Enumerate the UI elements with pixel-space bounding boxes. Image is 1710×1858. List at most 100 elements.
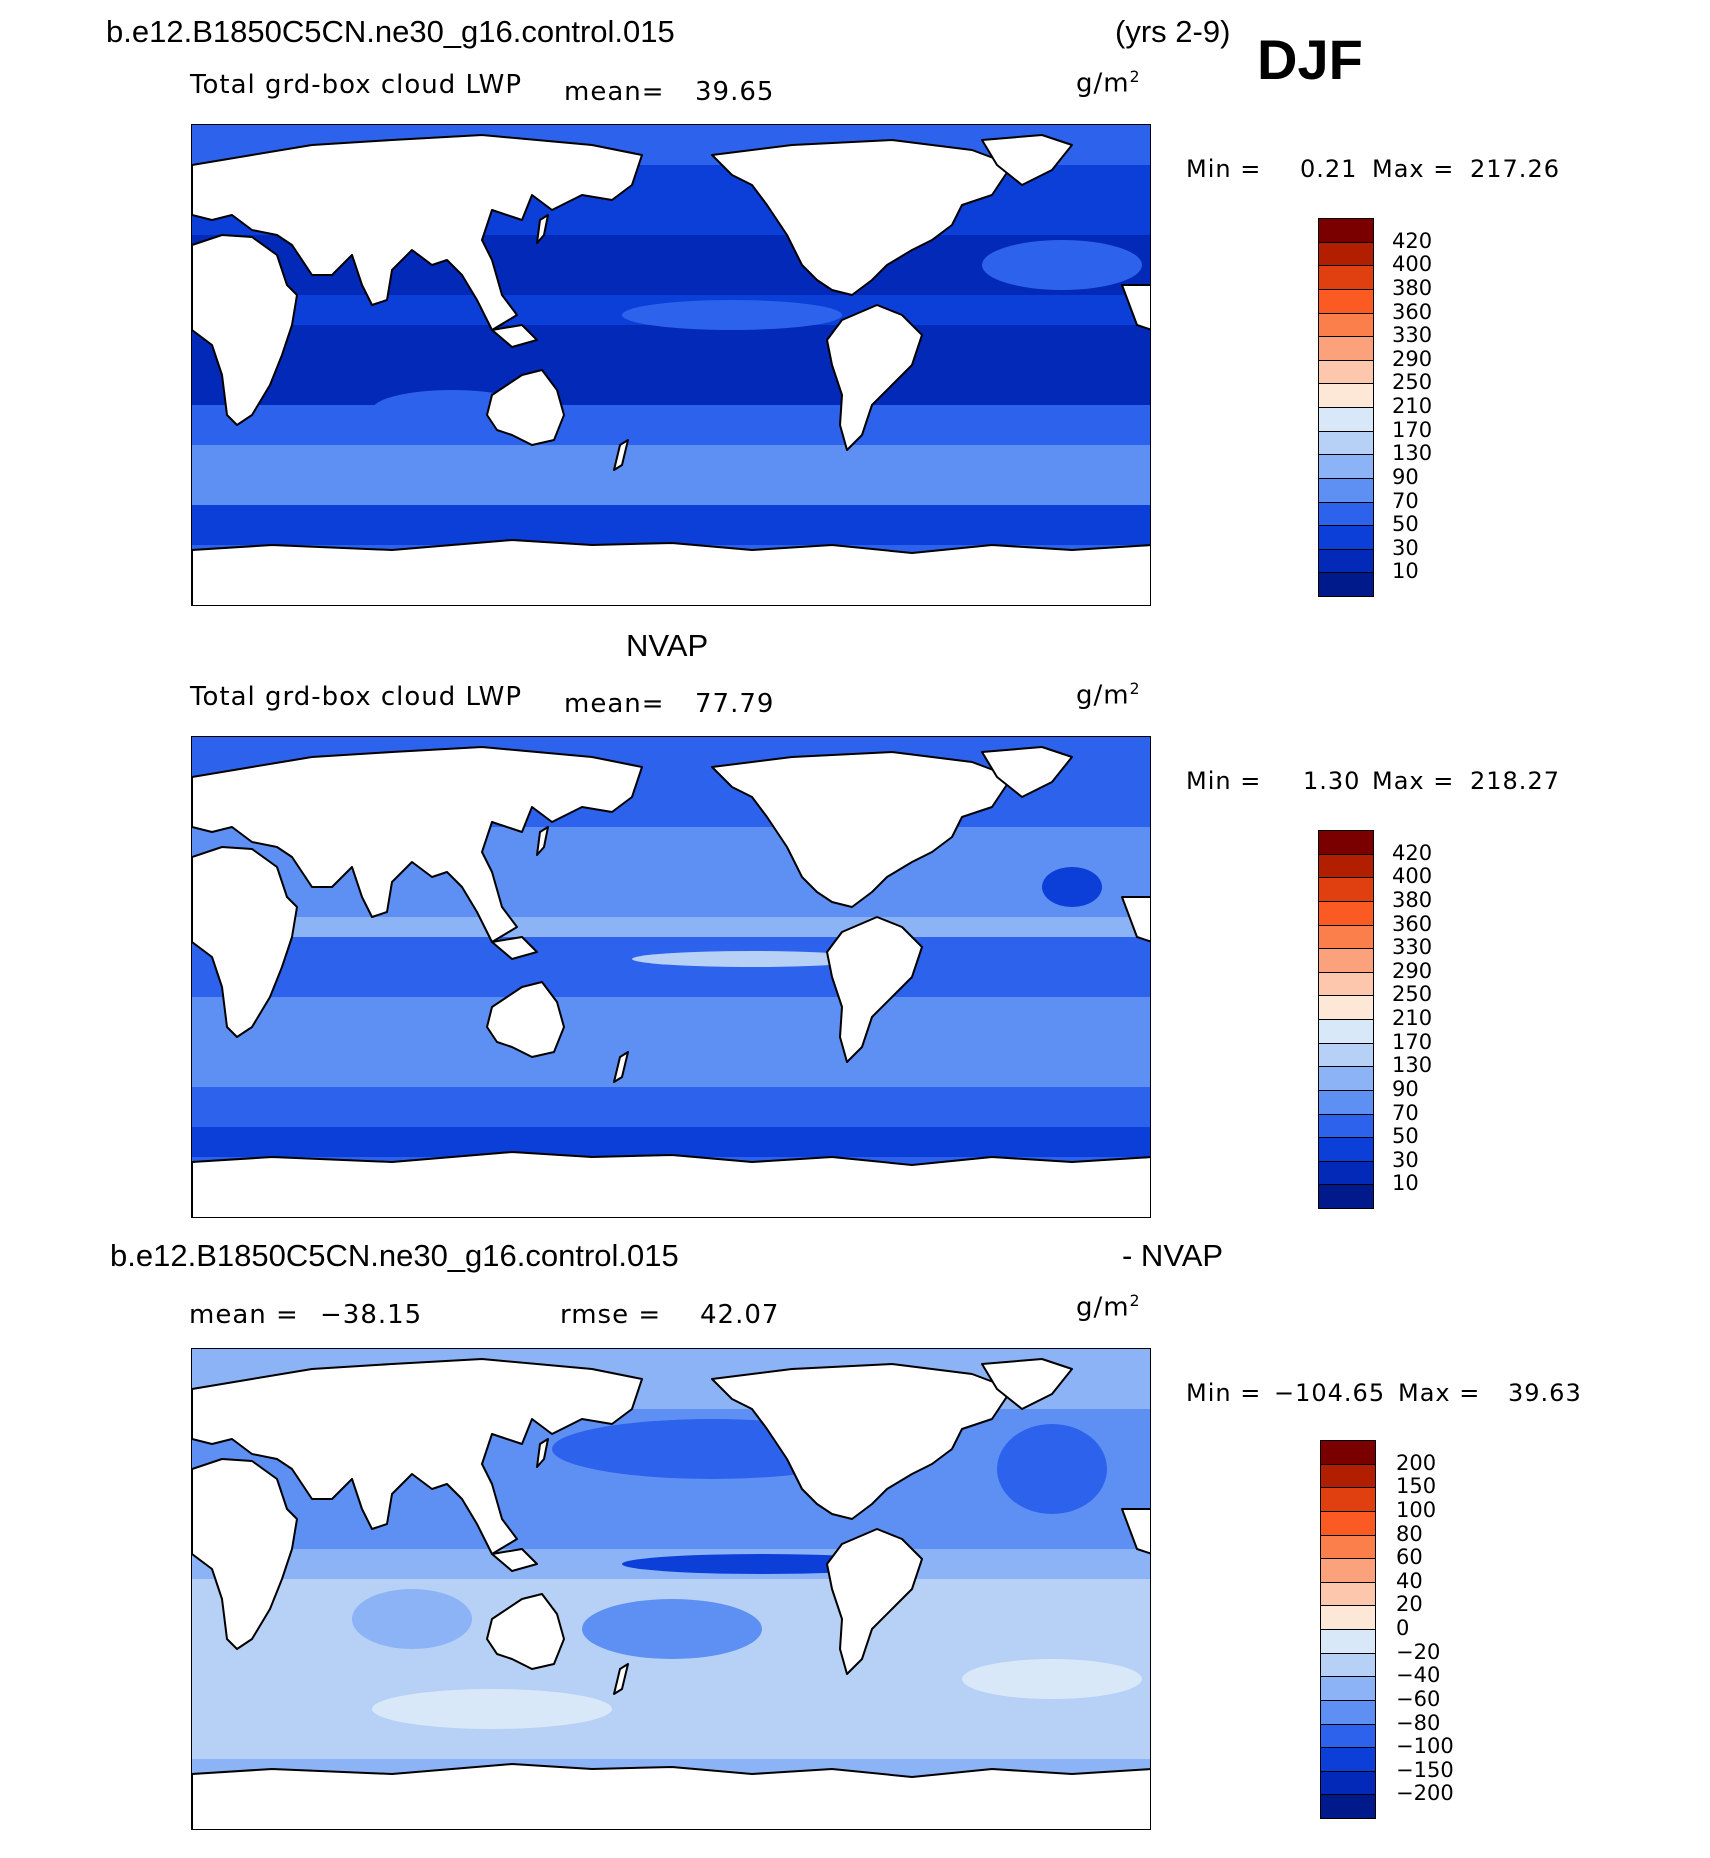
- colorbar-level-label: 30: [1392, 1147, 1419, 1172]
- europe-asia-coastline: [192, 134, 643, 331]
- africa-w-coastline: [1121, 896, 1150, 943]
- panel2-map: [191, 736, 1151, 1218]
- panel1-min-label: Min =: [1186, 155, 1262, 183]
- colorbar-swatch: [1318, 1184, 1374, 1209]
- europe-asia-coastline: [192, 746, 643, 943]
- contour-fill: [622, 300, 842, 330]
- colorbar-swatch: [1320, 1534, 1376, 1560]
- nz-coastline: [613, 1663, 629, 1695]
- panel2-subtitle: NVAP: [626, 628, 709, 663]
- colorbar-swatch: [1318, 241, 1374, 267]
- panel3-min-value: −104.65: [1274, 1379, 1386, 1407]
- africa-w-coastline: [1121, 1508, 1150, 1555]
- colorbar-swatch: [1320, 1510, 1376, 1536]
- colorbar-swatch: [1320, 1463, 1376, 1489]
- colorbar-swatch: [1318, 501, 1374, 527]
- season-label: DJF: [1257, 28, 1363, 91]
- colorbar-swatch: [1318, 477, 1374, 503]
- contour-fill: [192, 1127, 1150, 1157]
- colorbar-level-label: −100: [1396, 1734, 1454, 1759]
- greenland-coastline: [981, 134, 1073, 186]
- colorbar-swatch: [1320, 1652, 1376, 1678]
- colorbar-level-label: 170: [1392, 417, 1433, 442]
- contour-fill: [997, 1424, 1107, 1514]
- panel3-title-right: - NVAP: [1122, 1238, 1224, 1273]
- panel3-rmse-value: 42.07: [700, 1300, 780, 1330]
- nz-coastline: [613, 439, 629, 471]
- panel3-rmse-label: rmse =: [560, 1300, 662, 1330]
- panel2-world-map: [192, 737, 1150, 1217]
- panel1-map: [191, 124, 1151, 606]
- nz-coastline: [613, 1051, 629, 1083]
- colorbar-level-label: 0: [1396, 1616, 1410, 1640]
- colorbar-level-label: 330: [1392, 323, 1433, 348]
- colorbar-level-label: 40: [1396, 1568, 1423, 1593]
- colorbar-swatch: [1318, 312, 1374, 338]
- contour-fill: [192, 445, 1150, 505]
- panel3-title-left: b.e12.B1850C5CN.ne30_g16.control.015: [110, 1238, 679, 1273]
- colorbar-level-label: 30: [1392, 535, 1419, 560]
- colorbar-level-label: −150: [1396, 1757, 1454, 1782]
- south-america-coastline: [826, 1528, 923, 1675]
- colorbar-level-label: 130: [1392, 1053, 1433, 1078]
- colorbar-level-label: 50: [1392, 1124, 1419, 1149]
- colorbar-level-label: 290: [1392, 958, 1433, 983]
- contour-fill: [192, 325, 1150, 405]
- colorbar-level-label: −20: [1396, 1639, 1441, 1664]
- panel1-max-label: Max =: [1372, 155, 1455, 183]
- colorbar-swatch: [1320, 1440, 1376, 1465]
- panel3-max-value: 39.63: [1508, 1379, 1582, 1407]
- colorbar-swatch: [1320, 1699, 1376, 1725]
- colorbar-swatch: [1318, 265, 1374, 290]
- panel3-min-label: Min =: [1186, 1379, 1262, 1407]
- contour-fill: [352, 1589, 472, 1649]
- colorbar-level-label: 60: [1396, 1545, 1423, 1570]
- colorbar-swatch: [1318, 1160, 1374, 1186]
- colorbar-level-label: −60: [1396, 1686, 1441, 1711]
- panel1-max-value: 217.26: [1470, 155, 1560, 183]
- panel3-max-label: Max =: [1398, 1379, 1481, 1407]
- japan-coastline: [536, 1438, 549, 1468]
- colorbar-level-label: 400: [1392, 252, 1433, 277]
- contour-fill: [632, 951, 872, 967]
- panel2-min-label: Min =: [1186, 767, 1262, 795]
- africa-coastline: [192, 1458, 298, 1650]
- greenland-coastline: [981, 1358, 1073, 1410]
- colorbar-swatch: [1320, 1747, 1376, 1772]
- years-label: (yrs 2-9): [1115, 14, 1231, 49]
- case-title: b.e12.B1850C5CN.ne30_g16.control.015: [106, 14, 675, 49]
- colorbar-swatch: [1318, 948, 1374, 973]
- colorbar-level-label: 20: [1396, 1592, 1423, 1617]
- north-america-coastline: [711, 1363, 1013, 1520]
- colorbar-level-label: 250: [1392, 370, 1433, 395]
- colorbar-level-label: 70: [1392, 1100, 1419, 1125]
- colorbar-level-label: 100: [1396, 1497, 1437, 1522]
- panel2-max-value: 218.27: [1470, 767, 1560, 795]
- japan-coastline: [536, 214, 549, 244]
- south-america-coastline: [826, 304, 923, 451]
- indonesia-coastline: [491, 936, 538, 960]
- colorbar-level-label: 10: [1392, 559, 1419, 584]
- colorbar-level-label: 400: [1392, 864, 1433, 889]
- colorbar-swatch: [1318, 900, 1374, 926]
- colorbar-swatch: [1318, 407, 1374, 432]
- japan-coastline: [536, 826, 549, 856]
- colorbar-swatch: [1318, 548, 1374, 574]
- colorbar-swatch: [1318, 1113, 1374, 1139]
- colorbar-level-label: 380: [1392, 275, 1433, 300]
- colorbar-swatch: [1318, 1019, 1374, 1044]
- panel2-colorbar: 420 400 380 360 330 290 250 210 170 130 90 70 50 30 10: [1318, 830, 1432, 1209]
- colorbar-swatch: [1318, 1066, 1374, 1091]
- colorbar-swatch: [1318, 1042, 1374, 1068]
- colorbar-swatch: [1318, 218, 1374, 243]
- panel1-mean-value: 39.65: [695, 77, 775, 107]
- europe-asia-coastline: [192, 1358, 643, 1555]
- colorbar-swatch: [1318, 383, 1374, 408]
- panel1-colorbar: 420 400 380 360 330 290 250 210 170 130 90 70 50 30 10: [1318, 218, 1432, 597]
- panel1-min-value: 0.21: [1300, 155, 1358, 183]
- colorbar-level-label: 200: [1396, 1450, 1437, 1475]
- colorbar-level-label: 420: [1392, 228, 1433, 253]
- colorbar-level-label: 290: [1392, 346, 1433, 371]
- panel2-min-value: 1.30: [1303, 767, 1361, 795]
- colorbar-swatch: [1320, 1794, 1376, 1819]
